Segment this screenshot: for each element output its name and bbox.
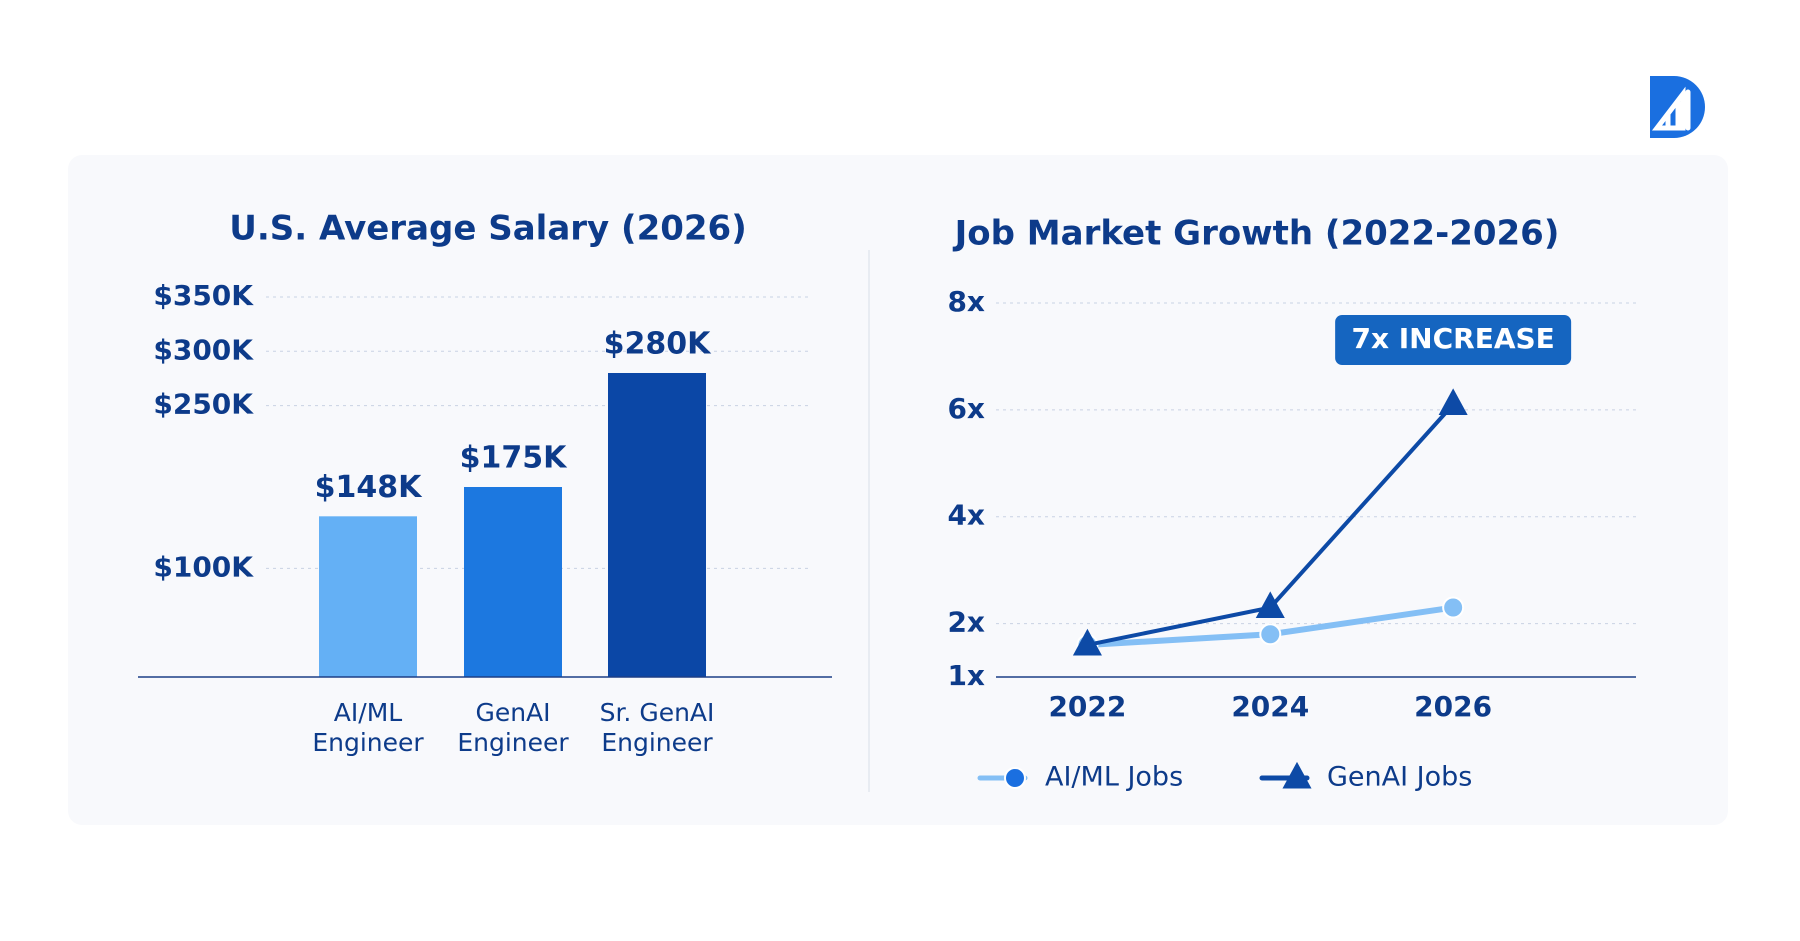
y-tick-label: $250K <box>153 388 254 421</box>
y-tick-label: 1x <box>947 659 985 692</box>
bar <box>464 487 562 677</box>
bar <box>319 516 417 677</box>
y-tick-label: 2x <box>947 606 985 639</box>
value-label: $280K <box>604 327 712 362</box>
y-tick-label: 6x <box>947 392 985 425</box>
y-tick-label: 8x <box>947 285 985 318</box>
circle-marker <box>1442 596 1465 619</box>
logo <box>1650 76 1705 138</box>
legend-label: AI/ML Jobs <box>1045 762 1183 793</box>
y-tick-label: 4x <box>947 499 985 532</box>
triangle-marker <box>1438 388 1468 416</box>
circle-marker <box>1259 623 1282 646</box>
triangle-marker <box>1255 591 1285 619</box>
x-tick-label: Sr. GenAI Engineer <box>600 698 715 757</box>
chart-title: Job Market Growth (2022-2026) <box>953 214 1560 254</box>
legend-label: GenAI Jobs <box>1327 762 1472 793</box>
annotation-box <box>1335 315 1572 365</box>
circle-marker <box>1004 767 1026 789</box>
triangle-marker <box>1282 761 1312 789</box>
value-label: $148K <box>315 470 423 505</box>
annotation: 7x INCREASE <box>1351 322 1554 355</box>
y-tick-label: $100K <box>153 550 254 583</box>
x-tick-label: 2024 <box>1231 690 1309 723</box>
y-tick-label: $350K <box>153 279 254 312</box>
x-tick-label: AI/ML Engineer <box>312 698 424 757</box>
value-label: $175K <box>460 441 568 476</box>
x-tick-label: GenAI Engineer <box>457 698 569 757</box>
y-tick-label: $300K <box>153 333 254 366</box>
chart-title: U.S. Average Salary (2026) <box>229 209 747 249</box>
triangle-marker <box>1072 628 1102 656</box>
x-tick-label: 2026 <box>1414 690 1492 723</box>
bar <box>608 373 706 677</box>
x-tick-label: 2022 <box>1048 690 1126 723</box>
